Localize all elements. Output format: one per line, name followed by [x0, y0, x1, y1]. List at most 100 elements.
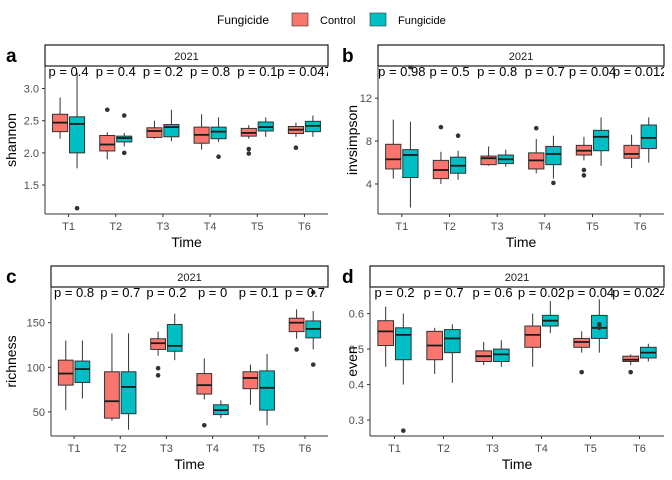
panel-tag: c: [6, 267, 17, 288]
strip-label: 2021: [509, 51, 533, 63]
panel-tag: b: [342, 46, 354, 67]
strip-label: 2021: [177, 272, 201, 284]
pvalue-label: p = 0.8: [477, 64, 517, 79]
x-tick-label: T2: [437, 443, 450, 455]
box-fungicide-T4: [210, 117, 227, 160]
outlier-point: [121, 150, 127, 156]
y-tick-label: 3.0: [24, 84, 39, 96]
box-fungicide-T6: [640, 117, 657, 163]
box-body: [545, 145, 562, 166]
strip-box: [44, 44, 329, 67]
pvalue-label: p = 0.7: [285, 285, 325, 300]
box-body: [402, 149, 419, 179]
pvalue-label: p = 0.7: [423, 285, 463, 300]
panel-b: b 2021 4 8 12 T1 T2 T3 T4 T5 T6 Time invsimpson p = 0…: [342, 44, 665, 250]
pvalue-label: p = 0.024: [612, 285, 667, 300]
box-control-T5: [573, 331, 591, 375]
box-body: [394, 327, 412, 361]
box-control-T5: [240, 125, 257, 156]
outlier-point: [450, 287, 454, 288]
x-tick-label: T1: [395, 221, 408, 233]
box-control-T2: [99, 107, 116, 160]
box-body: [592, 129, 610, 152]
y-tick-label: 150: [27, 318, 45, 330]
boxes: [385, 66, 657, 208]
outlier-point: [310, 362, 316, 367]
outlier-point: [581, 173, 587, 178]
pvalue-label: p = 0.6: [472, 285, 512, 300]
box-fungicide-T6: [304, 115, 321, 137]
box-fungicide-T1: [394, 313, 412, 433]
outlier-point: [155, 365, 161, 371]
x-tick-label: T6: [633, 443, 646, 455]
box-fungicide-T5: [259, 353, 275, 426]
x-tick-label: T6: [634, 221, 647, 233]
outlier-point: [201, 422, 207, 428]
box-body: [120, 371, 137, 415]
y-tick-label: 2.0: [24, 148, 39, 160]
y-tick-label: 4: [366, 179, 372, 191]
x-axis-title: Time: [171, 234, 202, 250]
y-axis-title: invsimpson: [344, 105, 360, 175]
panels: a 2021 1.5 2.0 2.5 3.0 T1 T2 T3 T4 T5 T6 Time shannon…: [3, 44, 667, 472]
outlier-point: [121, 113, 127, 118]
box-control-T2: [432, 124, 450, 184]
box-control-T6: [287, 122, 304, 151]
outlier-point: [581, 167, 587, 173]
legend-key-control: [291, 12, 309, 27]
box-body: [377, 320, 395, 347]
box-fungicide-T3: [163, 109, 180, 142]
y-tick-label: 0.6: [349, 309, 364, 321]
pvalue-label: p = 0.2: [146, 285, 186, 300]
x-tick-label: T1: [388, 443, 401, 455]
pvalue-label: p = 0: [198, 285, 227, 300]
box-control-T4: [193, 114, 210, 150]
box-body: [385, 143, 402, 170]
x-tick-label: T4: [535, 443, 548, 455]
box-control-T1: [385, 119, 402, 179]
box-control-T1: [57, 340, 74, 411]
box-fungicide-T3: [166, 313, 183, 361]
box-control-T5: [575, 136, 593, 178]
box-control-T3: [475, 341, 493, 366]
box-fungicide-T5: [257, 117, 274, 137]
x-tick-label: T4: [204, 221, 217, 233]
box-control-T4: [528, 125, 545, 174]
box-body: [116, 135, 133, 143]
box-body: [146, 127, 163, 138]
pvalue-label: p = 0.5: [429, 64, 469, 79]
pvalue-label: p = 0.2: [143, 64, 183, 79]
box-fungicide-T3: [492, 340, 510, 367]
outlier-point: [455, 133, 461, 139]
pvalue-label: p = 0.02: [518, 285, 565, 300]
box-body: [288, 317, 305, 333]
panel-a: a 2021 1.5 2.0 2.5 3.0 T1 T2 T3 T4 T5 T6 Time shannon…: [3, 44, 329, 250]
box-fungicide-T5: [592, 117, 610, 166]
outlier-point: [74, 205, 80, 211]
pvalue-label: p = 0.2: [374, 285, 414, 300]
x-tick-label: T5: [584, 443, 597, 455]
x-tick-label: T3: [486, 443, 499, 455]
strip-box: [377, 44, 665, 67]
outlier-point: [293, 145, 299, 151]
outlier-point: [438, 124, 444, 130]
boxes: [57, 290, 322, 430]
y-tick-label: 1.5: [24, 180, 39, 192]
box-control-T1: [377, 306, 395, 367]
panel-c: c 2021 50 100 150 T1 T2 T3 T4 T5 T6 Time richness p =…: [3, 265, 329, 472]
pvalue-labels: p = 0.8 p = 0.7 p = 0.2 p = 0 p = 0.1 p = 0.7: [54, 285, 325, 300]
outlier-point: [155, 373, 161, 378]
box-fungicide-T4: [541, 301, 559, 334]
pvalue-labels: p = 0.2 p = 0.7 p = 0.6 p = 0.02 p = 0.04p =…: [374, 285, 667, 300]
x-axis-title: Time: [174, 456, 205, 472]
box-fungicide-T3: [497, 149, 514, 167]
legend-title: Fungicide: [217, 13, 269, 27]
legend-label-fungicide: Fungicide: [398, 15, 446, 27]
outlier-point: [246, 151, 252, 156]
x-tick-label: T1: [68, 443, 81, 455]
box-body: [443, 329, 461, 354]
pvalue-label: p = 0.4: [96, 64, 136, 79]
y-axis-title: richness: [3, 335, 19, 387]
box-body: [623, 144, 640, 159]
box-control-T1: [52, 97, 69, 139]
